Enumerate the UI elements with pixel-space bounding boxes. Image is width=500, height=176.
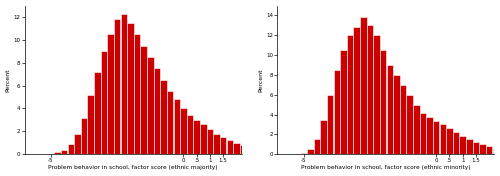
Bar: [200, 124, 206, 154]
X-axis label: Problem behavior in school, factor score (ethnic minority): Problem behavior in school, factor score…: [301, 165, 470, 170]
Bar: [386, 65, 393, 154]
Bar: [54, 152, 61, 154]
Bar: [160, 80, 167, 154]
Bar: [292, 153, 299, 154]
Bar: [347, 35, 354, 154]
Bar: [300, 153, 306, 154]
Bar: [154, 68, 160, 154]
Bar: [220, 137, 226, 154]
Bar: [360, 17, 366, 154]
Bar: [147, 57, 154, 154]
Bar: [194, 120, 200, 154]
Bar: [426, 117, 433, 154]
Bar: [246, 147, 253, 154]
Bar: [260, 150, 266, 154]
Bar: [100, 51, 107, 154]
Bar: [400, 85, 406, 154]
Bar: [140, 46, 147, 154]
Bar: [453, 132, 460, 154]
Bar: [167, 91, 173, 154]
Y-axis label: Percent: Percent: [6, 68, 10, 92]
Bar: [240, 145, 246, 154]
Bar: [486, 146, 492, 154]
Bar: [334, 70, 340, 154]
Bar: [226, 140, 233, 154]
Bar: [206, 129, 213, 154]
Bar: [68, 144, 74, 154]
Bar: [300, 153, 307, 154]
Bar: [327, 95, 334, 154]
Bar: [174, 99, 180, 154]
Bar: [214, 134, 220, 154]
Bar: [280, 152, 286, 154]
Bar: [307, 149, 314, 154]
X-axis label: Problem behavior in school, factor score (ethnic majority): Problem behavior in school, factor score…: [48, 165, 218, 170]
Y-axis label: Percent: Percent: [258, 68, 264, 92]
Bar: [480, 144, 486, 154]
Bar: [108, 34, 114, 154]
Bar: [340, 50, 346, 154]
Bar: [286, 152, 292, 154]
Bar: [187, 115, 194, 154]
Bar: [466, 139, 472, 154]
Bar: [88, 95, 94, 154]
Bar: [472, 142, 479, 154]
Bar: [180, 108, 186, 154]
Bar: [380, 50, 386, 154]
Bar: [253, 149, 260, 154]
Bar: [440, 124, 446, 154]
Bar: [499, 149, 500, 154]
Bar: [273, 151, 280, 154]
Bar: [492, 148, 499, 154]
Bar: [114, 19, 120, 154]
Bar: [460, 136, 466, 154]
Bar: [374, 35, 380, 154]
Bar: [366, 25, 373, 154]
Bar: [446, 128, 452, 154]
Bar: [433, 121, 440, 154]
Bar: [314, 139, 320, 154]
Bar: [406, 95, 413, 154]
Bar: [127, 23, 134, 154]
Bar: [393, 75, 400, 154]
Bar: [94, 72, 100, 154]
Bar: [134, 34, 140, 154]
Bar: [266, 151, 272, 154]
Bar: [61, 150, 68, 154]
Bar: [320, 120, 327, 154]
Bar: [81, 118, 87, 154]
Bar: [413, 105, 420, 154]
Bar: [74, 134, 80, 154]
Bar: [233, 143, 239, 154]
Bar: [420, 113, 426, 154]
Bar: [120, 14, 127, 154]
Bar: [354, 27, 360, 154]
